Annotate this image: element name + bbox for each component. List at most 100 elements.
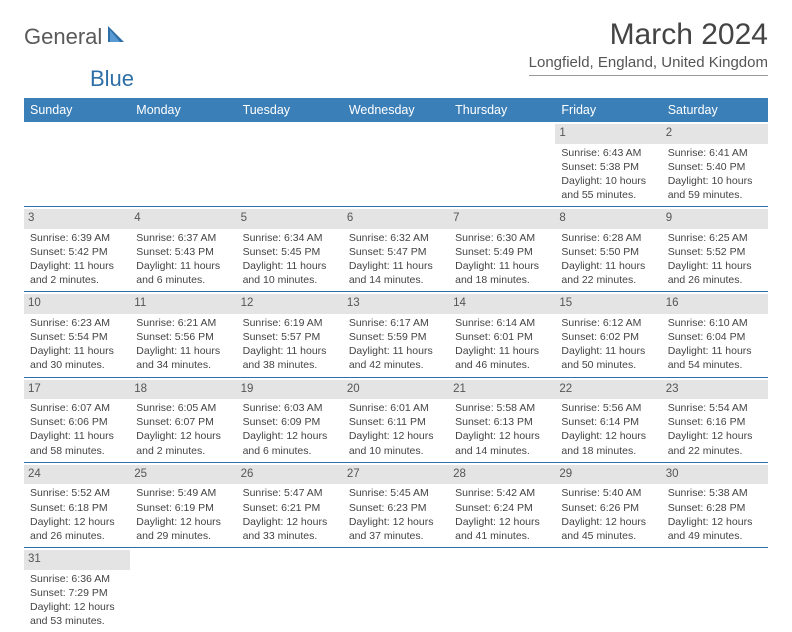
- calendar-cell: 28Sunrise: 5:42 AMSunset: 6:24 PMDayligh…: [449, 462, 555, 547]
- sunrise-text: Sunrise: 5:52 AM: [30, 486, 124, 500]
- calendar-cell: 6Sunrise: 6:32 AMSunset: 5:47 PMDaylight…: [343, 207, 449, 292]
- sunrise-text: Sunrise: 5:54 AM: [668, 401, 762, 415]
- sunset-text: Sunset: 6:28 PM: [668, 501, 762, 515]
- day-number: 7: [449, 209, 555, 229]
- col-saturday: Saturday: [662, 98, 768, 122]
- calendar-cell: 11Sunrise: 6:21 AMSunset: 5:56 PMDayligh…: [130, 292, 236, 377]
- sunrise-text: Sunrise: 6:21 AM: [136, 316, 230, 330]
- day-number: 15: [555, 294, 661, 314]
- day-number: 14: [449, 294, 555, 314]
- daylight-text: Daylight: 12 hours and 33 minutes.: [243, 515, 337, 543]
- daylight-text: Daylight: 11 hours and 34 minutes.: [136, 344, 230, 372]
- sunset-text: Sunset: 6:24 PM: [455, 501, 549, 515]
- daylight-text: Daylight: 10 hours and 59 minutes.: [668, 174, 762, 202]
- sunset-text: Sunset: 6:04 PM: [668, 330, 762, 344]
- calendar-cell: 24Sunrise: 5:52 AMSunset: 6:18 PMDayligh…: [24, 462, 130, 547]
- sunset-text: Sunset: 6:01 PM: [455, 330, 549, 344]
- day-number: 25: [130, 465, 236, 485]
- calendar-cell: 10Sunrise: 6:23 AMSunset: 5:54 PMDayligh…: [24, 292, 130, 377]
- sunset-text: Sunset: 5:43 PM: [136, 245, 230, 259]
- day-number: 2: [662, 124, 768, 144]
- sunrise-text: Sunrise: 5:58 AM: [455, 401, 549, 415]
- col-wednesday: Wednesday: [343, 98, 449, 122]
- sunrise-text: Sunrise: 6:05 AM: [136, 401, 230, 415]
- daylight-text: Daylight: 11 hours and 50 minutes.: [561, 344, 655, 372]
- calendar-cell: 2Sunrise: 6:41 AMSunset: 5:40 PMDaylight…: [662, 122, 768, 207]
- calendar-row: 1Sunrise: 6:43 AMSunset: 5:38 PMDaylight…: [24, 122, 768, 207]
- daylight-text: Daylight: 11 hours and 46 minutes.: [455, 344, 549, 372]
- calendar-cell: 29Sunrise: 5:40 AMSunset: 6:26 PMDayligh…: [555, 462, 661, 547]
- daylight-text: Daylight: 11 hours and 30 minutes.: [30, 344, 124, 372]
- calendar-table: Sunday Monday Tuesday Wednesday Thursday…: [24, 98, 768, 632]
- sunrise-text: Sunrise: 6:32 AM: [349, 231, 443, 245]
- sunrise-text: Sunrise: 5:56 AM: [561, 401, 655, 415]
- calendar-cell: 8Sunrise: 6:28 AMSunset: 5:50 PMDaylight…: [555, 207, 661, 292]
- calendar-cell-empty: [237, 122, 343, 207]
- sunset-text: Sunset: 5:57 PM: [243, 330, 337, 344]
- day-number: 30: [662, 465, 768, 485]
- calendar-cell-empty: [24, 122, 130, 207]
- daylight-text: Daylight: 11 hours and 54 minutes.: [668, 344, 762, 372]
- sunset-text: Sunset: 6:07 PM: [136, 415, 230, 429]
- sunset-text: Sunset: 6:16 PM: [668, 415, 762, 429]
- logo-text-blue: Blue: [90, 66, 792, 92]
- daylight-text: Daylight: 11 hours and 14 minutes.: [349, 259, 443, 287]
- daylight-text: Daylight: 12 hours and 6 minutes.: [243, 429, 337, 457]
- sunrise-text: Sunrise: 6:39 AM: [30, 231, 124, 245]
- day-number: 26: [237, 465, 343, 485]
- calendar-cell-empty: [555, 548, 661, 632]
- sunrise-text: Sunrise: 5:42 AM: [455, 486, 549, 500]
- day-number: 10: [24, 294, 130, 314]
- day-number: 4: [130, 209, 236, 229]
- day-number: 9: [662, 209, 768, 229]
- sunset-text: Sunset: 6:13 PM: [455, 415, 549, 429]
- sunrise-text: Sunrise: 5:38 AM: [668, 486, 762, 500]
- day-number: 1: [555, 124, 661, 144]
- sunset-text: Sunset: 6:19 PM: [136, 501, 230, 515]
- sunrise-text: Sunrise: 6:19 AM: [243, 316, 337, 330]
- calendar-cell: 14Sunrise: 6:14 AMSunset: 6:01 PMDayligh…: [449, 292, 555, 377]
- calendar-row: 10Sunrise: 6:23 AMSunset: 5:54 PMDayligh…: [24, 292, 768, 377]
- col-thursday: Thursday: [449, 98, 555, 122]
- daylight-text: Daylight: 11 hours and 2 minutes.: [30, 259, 124, 287]
- calendar-cell: 9Sunrise: 6:25 AMSunset: 5:52 PMDaylight…: [662, 207, 768, 292]
- calendar-cell: 17Sunrise: 6:07 AMSunset: 6:06 PMDayligh…: [24, 377, 130, 462]
- calendar-cell: 18Sunrise: 6:05 AMSunset: 6:07 PMDayligh…: [130, 377, 236, 462]
- sunrise-text: Sunrise: 6:01 AM: [349, 401, 443, 415]
- day-number: 23: [662, 380, 768, 400]
- day-number: 11: [130, 294, 236, 314]
- day-number: 22: [555, 380, 661, 400]
- sunrise-text: Sunrise: 6:25 AM: [668, 231, 762, 245]
- daylight-text: Daylight: 11 hours and 58 minutes.: [30, 429, 124, 457]
- calendar-row: 17Sunrise: 6:07 AMSunset: 6:06 PMDayligh…: [24, 377, 768, 462]
- sunrise-text: Sunrise: 6:23 AM: [30, 316, 124, 330]
- daylight-text: Daylight: 11 hours and 6 minutes.: [136, 259, 230, 287]
- day-number: 19: [237, 380, 343, 400]
- day-number: 6: [343, 209, 449, 229]
- sunrise-text: Sunrise: 6:10 AM: [668, 316, 762, 330]
- day-number: 3: [24, 209, 130, 229]
- sunrise-text: Sunrise: 6:07 AM: [30, 401, 124, 415]
- sunrise-text: Sunrise: 5:45 AM: [349, 486, 443, 500]
- sunset-text: Sunset: 5:38 PM: [561, 160, 655, 174]
- calendar-cell-empty: [343, 122, 449, 207]
- sunset-text: Sunset: 6:06 PM: [30, 415, 124, 429]
- sunrise-text: Sunrise: 6:37 AM: [136, 231, 230, 245]
- daylight-text: Daylight: 12 hours and 2 minutes.: [136, 429, 230, 457]
- day-number: 28: [449, 465, 555, 485]
- sunrise-text: Sunrise: 6:43 AM: [561, 146, 655, 160]
- sunrise-text: Sunrise: 6:17 AM: [349, 316, 443, 330]
- sunrise-text: Sunrise: 6:12 AM: [561, 316, 655, 330]
- calendar-cell: 25Sunrise: 5:49 AMSunset: 6:19 PMDayligh…: [130, 462, 236, 547]
- daylight-text: Daylight: 10 hours and 55 minutes.: [561, 174, 655, 202]
- day-number: 17: [24, 380, 130, 400]
- calendar-body: 1Sunrise: 6:43 AMSunset: 5:38 PMDaylight…: [24, 122, 768, 632]
- sunset-text: Sunset: 6:11 PM: [349, 415, 443, 429]
- daylight-text: Daylight: 12 hours and 18 minutes.: [561, 429, 655, 457]
- sunset-text: Sunset: 6:23 PM: [349, 501, 443, 515]
- calendar-cell: 13Sunrise: 6:17 AMSunset: 5:59 PMDayligh…: [343, 292, 449, 377]
- daylight-text: Daylight: 12 hours and 53 minutes.: [30, 600, 124, 628]
- calendar-cell: 20Sunrise: 6:01 AMSunset: 6:11 PMDayligh…: [343, 377, 449, 462]
- col-sunday: Sunday: [24, 98, 130, 122]
- sunset-text: Sunset: 6:09 PM: [243, 415, 337, 429]
